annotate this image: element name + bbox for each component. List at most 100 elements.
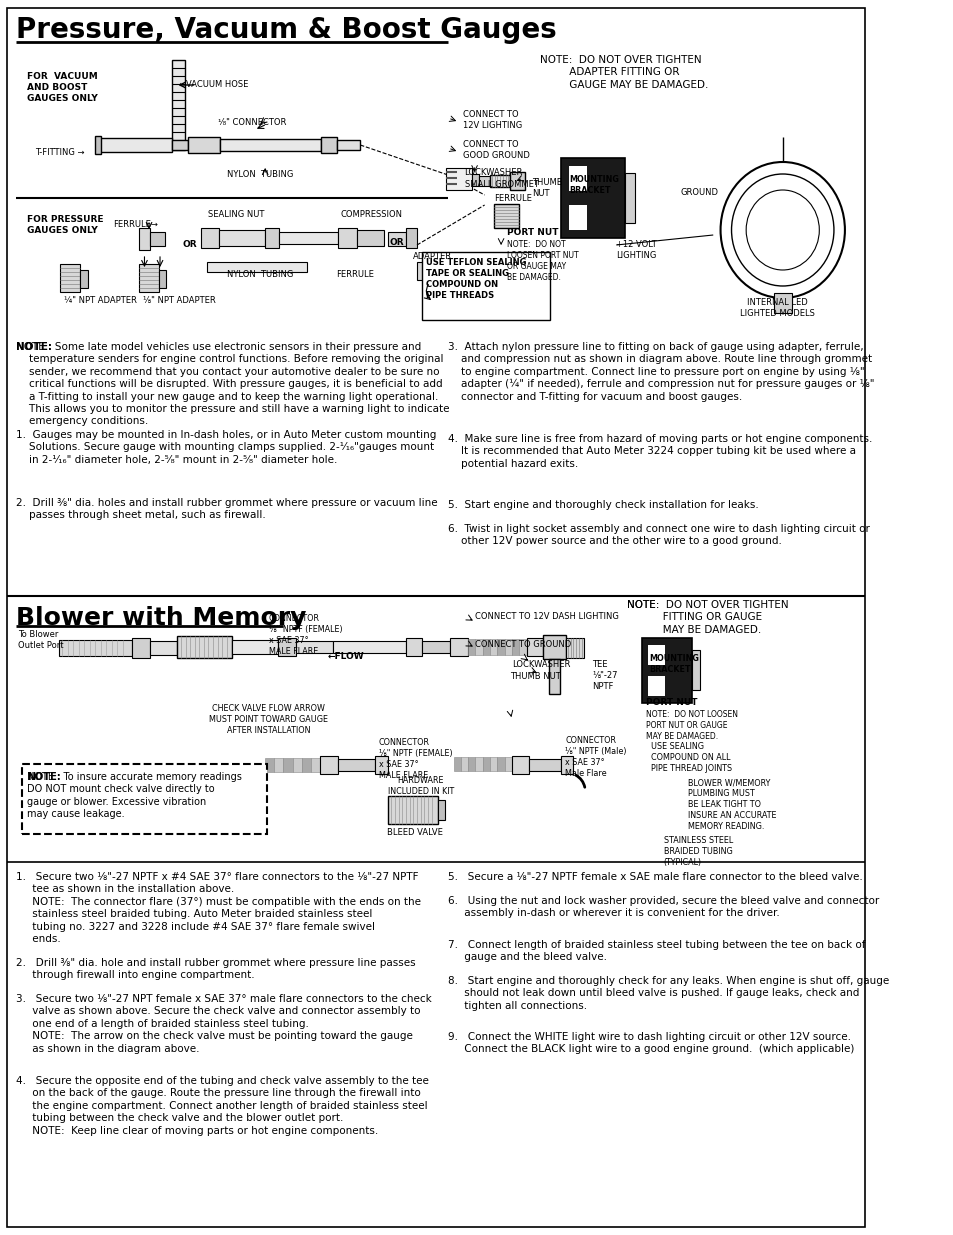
Bar	[139, 228, 150, 249]
Text: FERRULE: FERRULE	[494, 194, 531, 203]
Text: BLOWER W/MEMORY
PLUMBING MUST
BE LEAK TIGHT TO
INSURE AN ACCURATE
MEMORY READING: BLOWER W/MEMORY PLUMBING MUST BE LEAK TI…	[687, 778, 776, 831]
Bar	[60, 264, 80, 291]
Bar	[220, 140, 320, 151]
Bar	[159, 270, 166, 288]
Text: 4.   Secure the opposite end of the tubing and check valve assembly to the tee
 : 4. Secure the opposite end of the tubing…	[16, 1076, 429, 1136]
Bar	[482, 638, 490, 655]
Text: NOTE:: NOTE:	[16, 342, 52, 352]
Text: NOTE:  DO NOT OVER TIGHTEN
           FITTING OR GAUGE
           MAY BE DAMAGED: NOTE: DO NOT OVER TIGHTEN FITTING OR GAU…	[627, 600, 788, 635]
Text: CONNECTOR
⅛" NPTF (FEMALE)
x SAE 37°
MALE FLARE: CONNECTOR ⅛" NPTF (FEMALE) x SAE 37° MAL…	[269, 614, 342, 656]
Bar	[475, 638, 482, 655]
Text: ¹⁄₈" CONNECTOR: ¹⁄₈" CONNECTOR	[217, 119, 286, 127]
Text: TEE
⅛"-27
NPTF: TEE ⅛"-27 NPTF	[592, 659, 618, 692]
Text: FERRULE: FERRULE	[336, 270, 374, 279]
Bar	[548, 659, 559, 694]
Bar	[207, 262, 307, 272]
Bar	[375, 756, 387, 774]
Bar	[478, 177, 490, 186]
Text: COMPRESSION: COMPRESSION	[340, 210, 402, 219]
Bar	[132, 638, 150, 658]
Bar	[150, 232, 165, 246]
Bar	[265, 228, 278, 248]
Text: 1.   Secure two ⅛"-27 NPTF x #4 SAE 37° flare connectors to the ⅛"-27 NPTF
     : 1. Secure two ⅛"-27 NPTF x #4 SAE 37° fl…	[16, 872, 421, 944]
Bar	[561, 158, 625, 238]
Bar	[490, 175, 510, 186]
Bar	[177, 636, 232, 658]
Bar	[296, 641, 333, 653]
Bar	[274, 758, 283, 772]
Bar	[422, 641, 450, 653]
Bar	[319, 756, 338, 774]
Bar	[512, 638, 518, 655]
Text: MOUNTING
BRACKET: MOUNTING BRACKET	[568, 175, 618, 195]
Bar	[422, 252, 550, 320]
Bar	[494, 204, 518, 228]
Bar	[201, 228, 219, 248]
Bar	[99, 138, 172, 152]
Text: CONNECT TO
GOOD GROUND: CONNECT TO GOOD GROUND	[462, 140, 529, 161]
Bar	[512, 756, 528, 774]
Text: 8.   Start engine and thoroughly check for any leaks. When engine is shut off, g: 8. Start engine and thoroughly check for…	[448, 976, 888, 1010]
Bar	[387, 232, 406, 246]
Text: FOR PRESSURE
GAUGES ONLY: FOR PRESSURE GAUGES ONLY	[28, 215, 104, 235]
Bar	[472, 174, 478, 186]
Text: Blower with Memory: Blower with Memory	[16, 606, 307, 630]
Text: 6.  Twist in light socket assembly and connect one wire to dash lighting circuit: 6. Twist in light socket assembly and co…	[448, 524, 869, 546]
Text: 5.   Secure a ⅛"-27 NPTF female x SAE male flare connector to the bleed valve.: 5. Secure a ⅛"-27 NPTF female x SAE male…	[448, 872, 862, 882]
Bar	[568, 205, 586, 230]
Bar	[311, 758, 319, 772]
Text: NOTE:  Some late model vehicles use electronic sensors in their pressure and
   : NOTE: Some late model vehicles use elect…	[16, 342, 450, 426]
Circle shape	[745, 190, 819, 270]
Bar	[219, 230, 265, 246]
Bar	[510, 172, 524, 190]
Text: MOUNTING
BRACKET: MOUNTING BRACKET	[649, 655, 699, 674]
Text: THUMB NUT: THUMB NUT	[510, 672, 560, 680]
Text: LOCKWASHER: LOCKWASHER	[464, 168, 522, 177]
Text: NOTE:: NOTE:	[627, 600, 659, 610]
Bar	[232, 640, 277, 655]
Bar	[648, 676, 664, 697]
Text: USE TEFLON SEALING
TAPE OR SEALING
COMPOUND ON
PIPE THREADS: USE TEFLON SEALING TAPE OR SEALING COMPO…	[426, 258, 526, 300]
Bar	[446, 168, 472, 190]
Text: To Blower
Outlet Port: To Blower Outlet Port	[18, 630, 64, 650]
Text: ¼" NPT ADAPTER: ¼" NPT ADAPTER	[64, 296, 136, 305]
Text: CONNECT TO GROUND: CONNECT TO GROUND	[475, 640, 571, 650]
Text: SMALL GROMMET: SMALL GROMMET	[464, 180, 537, 189]
Bar	[333, 641, 406, 653]
Bar	[95, 136, 100, 154]
Bar	[460, 757, 468, 771]
Bar	[301, 758, 311, 772]
Circle shape	[731, 174, 833, 287]
Text: ←FLOW: ←FLOW	[327, 652, 364, 661]
Text: NOTE:  DO NOT
LOOSEN PORT NUT
OR GAUGE MAY
BE DAMAGED.: NOTE: DO NOT LOOSEN PORT NUT OR GAUGE MA…	[506, 240, 578, 283]
Bar	[320, 137, 337, 153]
Text: ADAPTER: ADAPTER	[413, 252, 452, 261]
Text: NOTE:  To insure accurate memory readings
DO NOT mount check valve directly to
g: NOTE: To insure accurate memory readings…	[28, 772, 242, 819]
Text: 7.   Connect length of braided stainless steel tubing between the tee on back of: 7. Connect length of braided stainless s…	[448, 940, 864, 962]
Text: GROUND: GROUND	[679, 188, 718, 198]
Bar	[526, 638, 542, 656]
Bar	[406, 638, 422, 656]
Bar	[504, 757, 512, 771]
Text: ←VACUUM HOSE: ←VACUUM HOSE	[179, 80, 249, 89]
Bar	[504, 638, 512, 655]
Bar	[172, 61, 185, 149]
Text: STAINLESS STEEL
BRAIDED TUBING
(TYPICAL): STAINLESS STEEL BRAIDED TUBING (TYPICAL)	[663, 836, 732, 867]
Bar	[150, 641, 177, 655]
Text: PORT NUT: PORT NUT	[645, 698, 697, 706]
FancyBboxPatch shape	[22, 764, 267, 834]
Text: NYLON  TUBING: NYLON TUBING	[227, 270, 293, 279]
Text: CHECK VALVE FLOW ARROW
MUST POINT TOWARD GAUGE
AFTER INSTALLATION: CHECK VALVE FLOW ARROW MUST POINT TOWARD…	[209, 704, 328, 735]
Bar	[568, 165, 586, 191]
Bar	[172, 140, 188, 149]
Text: NYLON  TUBING: NYLON TUBING	[227, 170, 293, 179]
Bar	[80, 270, 88, 288]
Bar	[387, 797, 437, 824]
Bar	[625, 173, 634, 224]
Text: CONNECT TO
12V LIGHTING: CONNECT TO 12V LIGHTING	[462, 110, 521, 130]
Text: PORT NUT: PORT NUT	[506, 228, 558, 237]
Bar	[406, 228, 416, 248]
Bar	[139, 264, 159, 291]
Text: 3.  Attach nylon pressure line to fitting on back of gauge using adapter, ferrul: 3. Attach nylon pressure line to fitting…	[448, 342, 874, 401]
Bar	[497, 638, 504, 655]
